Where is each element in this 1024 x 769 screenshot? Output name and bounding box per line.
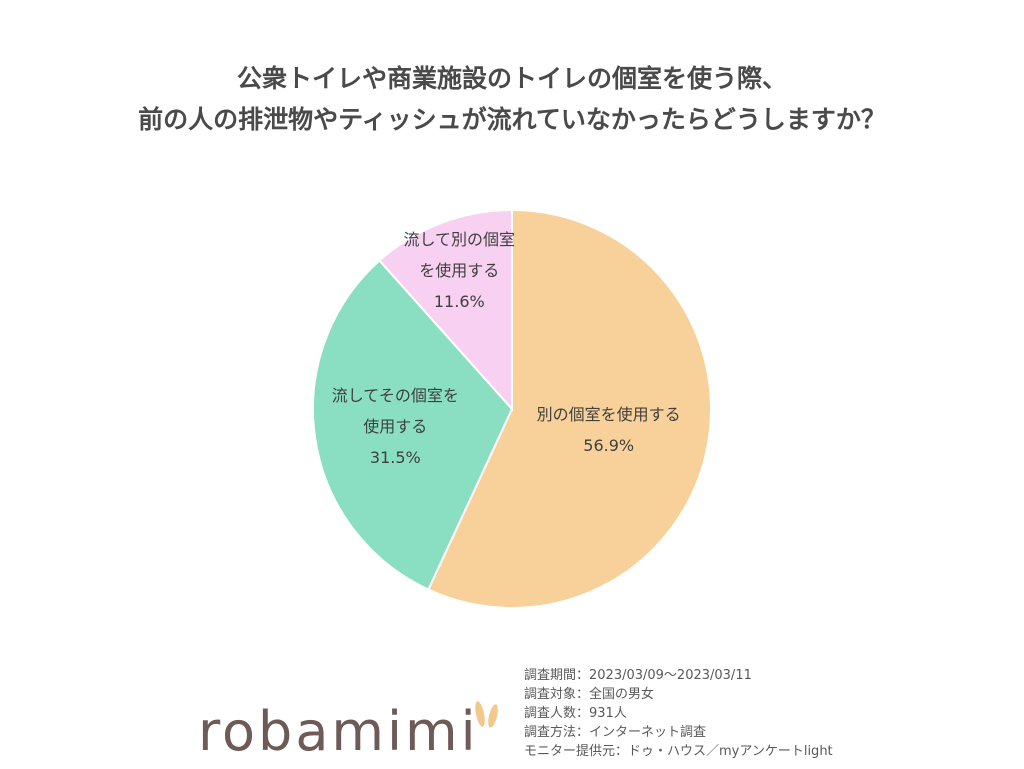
slice-category-label: 別の個室を使用する bbox=[536, 405, 681, 425]
pie-slice-2 bbox=[312, 259, 514, 591]
survey-target: 調査対象：全国の男女 bbox=[524, 687, 655, 702]
slice-label-2: 流してその個室を 使用する 31.5% bbox=[332, 380, 459, 473]
slice-label-3: 流して別の個室 を使用する 11.6% bbox=[404, 224, 516, 317]
slice-category-label: 流して別の個室 bbox=[403, 230, 516, 250]
pie-slice-3 bbox=[378, 208, 513, 412]
survey-method: 調査方法：インターネット調査 bbox=[524, 725, 707, 740]
robamimi-logo: robamimi bbox=[198, 700, 479, 763]
survey-info: 調査期間：2023/03/09～2023/03/11 調査対象：全国の男女 調査… bbox=[524, 666, 833, 761]
survey-period: 調査期間：2023/03/09～2023/03/11 bbox=[524, 668, 752, 683]
rabbit-ears-icon bbox=[475, 701, 498, 728]
slice-label-1: 別の個室を使用する 56.9% bbox=[537, 399, 681, 461]
chart-title-line1: 公衆トイレや商業施設のトイレの個室を使う際、 bbox=[236, 64, 787, 93]
slice-category-label: 使用する bbox=[363, 416, 428, 436]
slice-value-label: 31.5% bbox=[369, 447, 421, 467]
survey-provider: モニター提供元：ドゥ・ハウス／myアンケートlight bbox=[524, 744, 833, 759]
slice-category-label: を使用する bbox=[419, 261, 500, 281]
slice-value-label: 11.6% bbox=[433, 292, 485, 312]
chart-title-line2: 前の人の排泄物やティッシュが流れていなかったらどうしますか？ bbox=[138, 105, 886, 134]
slice-value-label: 56.9% bbox=[583, 436, 635, 456]
pie-slice-1 bbox=[427, 208, 712, 609]
chart-title: 公衆トイレや商業施設のトイレの個室を使う際、 前の人の排泄物やティッシュが流れて… bbox=[0, 58, 1024, 140]
slice-category-label: 流してその個室を bbox=[331, 385, 459, 405]
survey-count: 調査人数：931人 bbox=[524, 706, 627, 721]
